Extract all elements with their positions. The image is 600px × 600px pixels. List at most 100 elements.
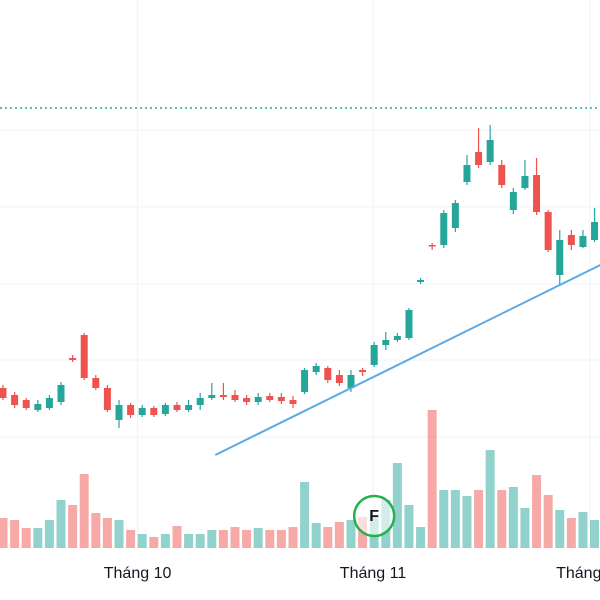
volume-bar: [68, 505, 78, 548]
candle-body: [266, 396, 274, 400]
candle-body: [196, 398, 204, 405]
volume-bar: [230, 527, 240, 548]
volume-bar: [160, 534, 170, 548]
candle-body: [335, 375, 343, 383]
candle-body: [521, 176, 529, 188]
volume-bar: [555, 510, 565, 548]
volume-bar: [10, 520, 20, 548]
volume-bar: [392, 463, 402, 548]
candle-body: [544, 212, 552, 250]
candle-body: [312, 366, 320, 372]
x-tick-label: Tháng 10: [104, 565, 172, 582]
candle-body: [22, 400, 30, 408]
candle-body: [80, 335, 88, 378]
candle-body: [301, 370, 309, 392]
volume-bar: [207, 530, 217, 548]
volume-bar: [276, 530, 286, 548]
candle-body: [161, 405, 169, 414]
candle-body: [138, 408, 146, 415]
volume-bar: [149, 537, 159, 548]
candle-body: [393, 336, 401, 340]
volume-bar: [427, 410, 437, 548]
volume-bar: [311, 523, 321, 548]
candle-body: [509, 192, 517, 210]
x-tick-label: Tháng 11: [340, 565, 407, 582]
candle-body: [243, 398, 251, 402]
volume-bar: [300, 482, 310, 548]
volume-bar: [102, 518, 112, 548]
event-label: F: [369, 508, 379, 525]
volume-bar: [218, 530, 228, 548]
volume-bar: [114, 520, 124, 548]
candle-body: [150, 408, 158, 415]
volume-bar: [590, 520, 600, 548]
candle-body: [428, 245, 436, 247]
candle-body: [231, 395, 239, 400]
candle-body: [579, 236, 587, 247]
volume-bar: [184, 534, 194, 548]
candle-body: [34, 404, 42, 410]
candle-body: [498, 165, 506, 185]
volume-bar: [485, 450, 495, 548]
candle-body: [359, 370, 367, 372]
volume-bar: [288, 527, 298, 548]
volume-bar: [195, 534, 205, 548]
candle-body: [173, 405, 181, 410]
candle-body: [219, 395, 227, 397]
volume-bar: [33, 528, 43, 548]
volume-bar: [416, 527, 426, 548]
volume-bar: [404, 505, 414, 548]
candle-body: [591, 222, 599, 240]
candle-body: [475, 152, 483, 165]
candle-body: [417, 280, 425, 282]
volume-bar: [439, 490, 449, 548]
volume-bar: [0, 518, 8, 548]
volume-bar: [462, 496, 472, 548]
candle-body: [103, 388, 111, 410]
candle-body: [254, 397, 262, 402]
volume-bar: [334, 522, 344, 548]
candle-body: [556, 240, 564, 275]
volume-bar: [543, 495, 553, 548]
x-tick-label: Tháng 12: [556, 565, 600, 582]
volume-bar: [126, 530, 136, 548]
candle-body: [289, 400, 297, 404]
candle-body: [11, 395, 19, 405]
volume-bar: [346, 520, 356, 548]
candle-body: [92, 378, 100, 388]
event-marker: [352, 494, 396, 538]
candle-body: [127, 405, 135, 415]
volume-bar: [253, 528, 263, 548]
candle-body: [451, 203, 459, 228]
volume-bar: [242, 530, 252, 548]
candle-body: [463, 165, 471, 182]
candle-body: [382, 340, 390, 345]
candle-body: [45, 398, 53, 408]
candle-body: [57, 385, 65, 402]
volume-bar: [532, 475, 542, 548]
volume-bar: [56, 500, 66, 548]
trendline: [214, 264, 600, 456]
volume-bar: [265, 530, 275, 548]
volume-bar: [79, 474, 89, 548]
candle-body: [277, 397, 285, 401]
candle-body: [115, 405, 123, 420]
candle-body: [486, 140, 494, 162]
volume-bar: [578, 512, 588, 548]
candle-body: [208, 395, 216, 398]
candle-body: [567, 235, 575, 245]
candle-body: [69, 358, 77, 360]
volume-bar: [21, 528, 31, 548]
candle-body: [347, 375, 355, 388]
volume-bar: [137, 534, 147, 548]
candle-body: [0, 388, 7, 398]
volume-bar: [450, 490, 460, 548]
volume-bar: [474, 490, 484, 548]
volume-bar: [323, 527, 333, 548]
volume-bar: [497, 490, 507, 548]
volume-bar: [566, 518, 576, 548]
candle-body: [324, 368, 332, 380]
volume-bar: [520, 508, 530, 548]
candle-body: [405, 310, 413, 338]
